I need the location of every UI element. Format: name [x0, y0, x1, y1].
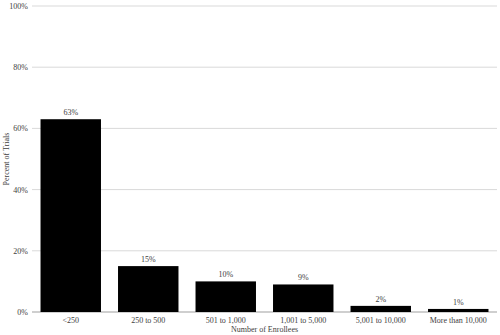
grid: [32, 6, 497, 312]
y-tick-label: 60%: [13, 124, 28, 133]
bar: [351, 306, 411, 312]
x-tick-label: 250 to 500: [131, 316, 165, 325]
x-axis-line: [32, 312, 497, 313]
x-axis-title: Number of Enrollees: [231, 325, 298, 334]
y-tick-label: 40%: [13, 186, 28, 195]
data-label: 63%: [63, 108, 78, 117]
bar: [196, 281, 256, 312]
chart-container: 0% 20% 40% 60% 80% 100% 63% <250 15% 250 to 500 10…: [0, 0, 500, 335]
grid-line: [32, 6, 497, 7]
bars: [41, 119, 489, 312]
x-tick-label: <250: [62, 316, 79, 325]
grid-line: [32, 250, 497, 251]
grid-line: [32, 189, 497, 190]
labels: 63% <250 15% 250 to 500 10% 501 to 1,000 9% 1,0…: [62, 108, 486, 325]
bar: [273, 284, 333, 312]
data-label: 9%: [298, 273, 309, 282]
grid-line: [32, 312, 497, 313]
y-tick-label: 100%: [9, 2, 28, 11]
grid-line: [32, 128, 497, 129]
y-axis-title: Percent of Trials: [2, 133, 11, 186]
x-tick-label: 1,001 to 5,000: [280, 316, 326, 325]
data-label: 10%: [218, 270, 233, 279]
bar: [41, 119, 101, 312]
y-tick-label: 20%: [13, 247, 28, 256]
grid-line: [32, 67, 497, 68]
x-tick-label: 501 to 1,000: [206, 316, 246, 325]
y-tick-label: 0%: [17, 308, 28, 317]
chart-svg: 0% 20% 40% 60% 80% 100% 63% <250 15% 250 to 500 10…: [0, 0, 500, 335]
data-label: 1%: [453, 298, 464, 307]
x-tick-label: 5,001 to 10,000: [356, 316, 406, 325]
bar: [118, 266, 178, 312]
data-label: 15%: [141, 255, 156, 264]
data-label: 2%: [375, 295, 386, 304]
x-tick-label: More than 10,000: [430, 316, 487, 325]
bar: [428, 309, 488, 312]
y-tick-label: 80%: [13, 63, 28, 72]
